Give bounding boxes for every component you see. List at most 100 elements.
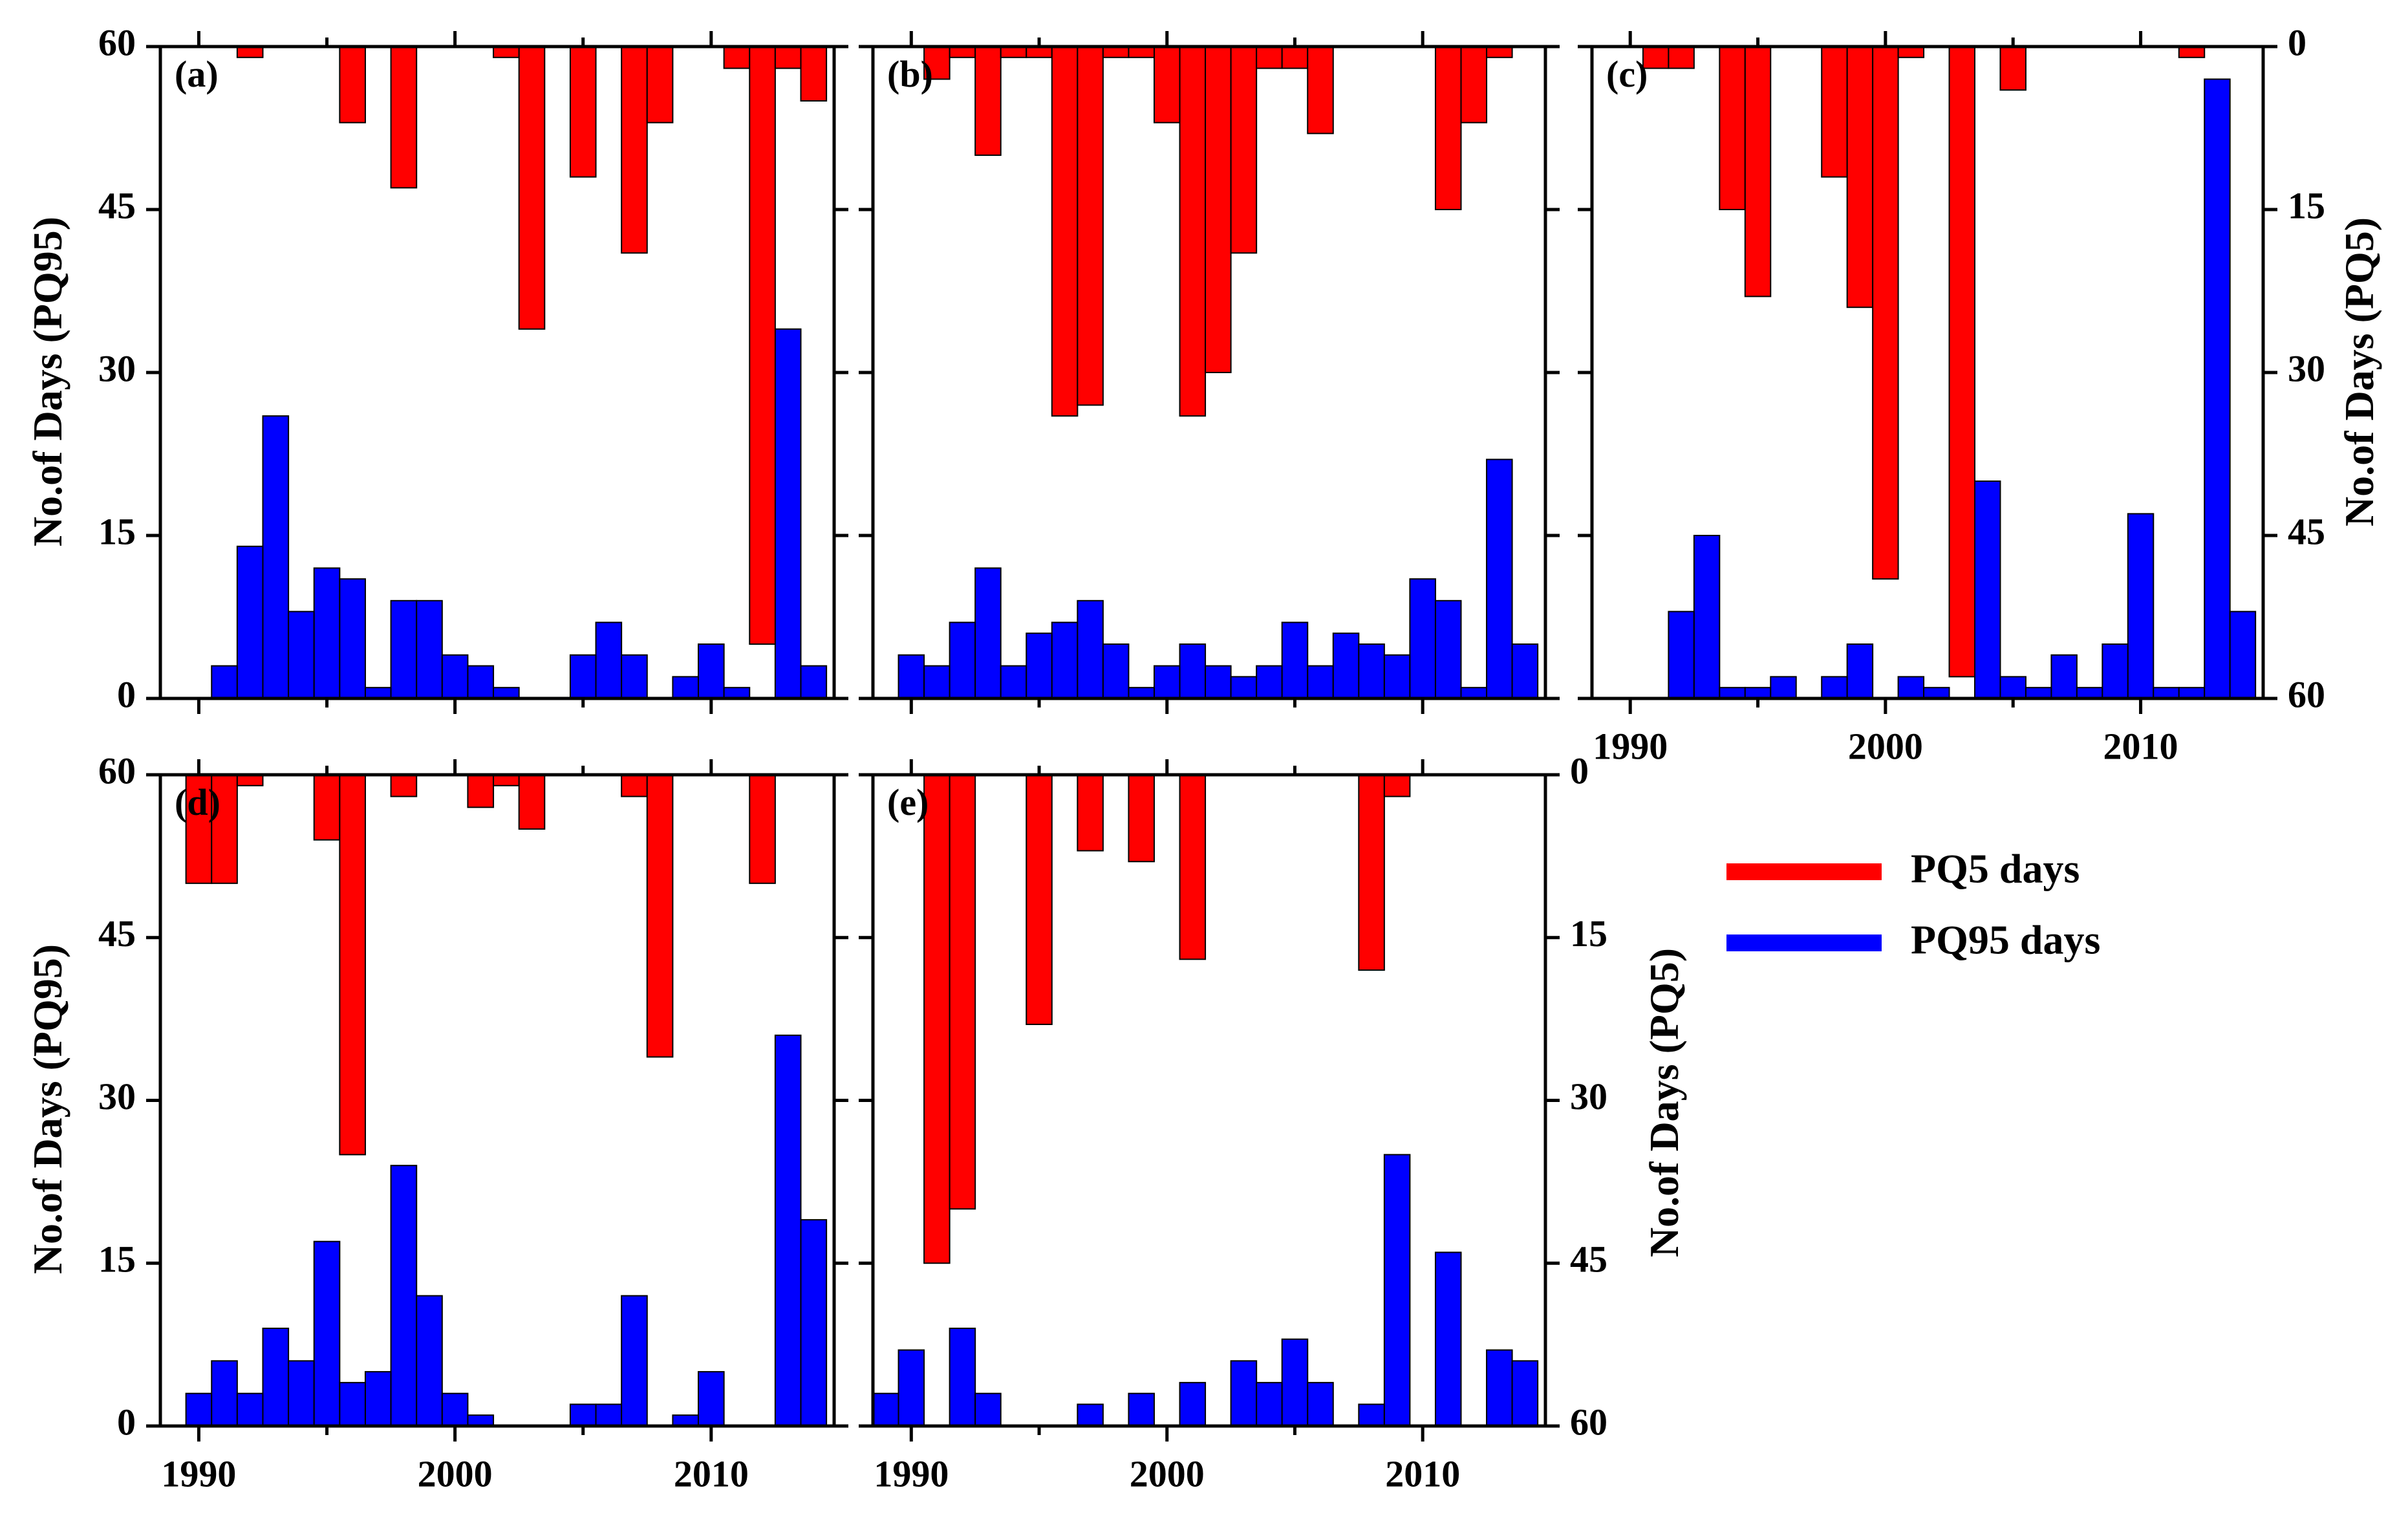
pq95-bar (1230, 1360, 1258, 1427)
pq95-bar (621, 1295, 648, 1427)
pq95-bar (1179, 1381, 1207, 1427)
left-axis-title-bottom: No.of Days (PQ95) (25, 944, 70, 1274)
pq5-bar (923, 774, 951, 1264)
pq95-bar (595, 1403, 623, 1427)
panel-label: (d) (175, 781, 220, 823)
panel-e: 0 15 30 45 60 1990 2000 2010 (e) (859, 750, 1607, 1495)
pq95-bar (1897, 676, 1925, 700)
pq95-bar (774, 328, 802, 699)
pq95-bar (898, 654, 925, 699)
panel-b: (b) (859, 31, 1560, 714)
pq5-bar (1668, 46, 1695, 69)
pq95-bar (949, 621, 976, 700)
pq95-bar (1205, 665, 1232, 699)
pq95-bar (1693, 535, 1721, 699)
pq95-bar (1383, 654, 1411, 699)
pq95-bar (1077, 1403, 1104, 1427)
pq95-bar (1179, 643, 1207, 699)
pq95-bar (774, 1034, 802, 1427)
pq95-bar (211, 1360, 238, 1427)
left-tick-label: 60 (98, 750, 136, 792)
pq5-bar (313, 774, 341, 841)
pq5-bar (1383, 774, 1411, 797)
pq95-bar (2153, 687, 2180, 699)
pq95-bar (390, 600, 418, 699)
pq5-bar (236, 774, 264, 786)
pq95-bar (2050, 654, 2078, 699)
left-axis-title-text: No.of Days (PQ95) (25, 944, 70, 1274)
right-tick-label: 15 (1570, 913, 1607, 955)
pq5-bar (1026, 774, 1053, 1026)
x-tick-label: 2010 (674, 1453, 749, 1495)
pq95-bar (2102, 643, 2129, 699)
pq95-bar (1511, 643, 1539, 699)
pq5-bar (1460, 46, 1488, 124)
pq95-bar (1846, 643, 1874, 699)
right-tick-label: 30 (2288, 347, 2325, 389)
right-tick-label: 60 (1570, 1401, 1607, 1443)
pq95-bar (1719, 687, 1746, 699)
x-tick-label: 1990 (874, 1453, 949, 1495)
pq5-bar (1051, 46, 1079, 417)
pq5-bar (1128, 46, 1155, 58)
pq5-bar (1307, 46, 1334, 135)
legend: PQ5 days PQ95 days (1726, 846, 2100, 963)
pq95-bar (621, 654, 648, 699)
pq95-bar (339, 1381, 366, 1427)
panel-c: 0 15 30 45 60 1990 2000 2010 (c) (1578, 21, 2325, 767)
pq95-bar (441, 654, 469, 699)
pq5-bar (1205, 46, 1232, 373)
pq95-bar (698, 643, 725, 699)
left-tick-label: 30 (98, 1075, 136, 1118)
pq95-bar (1281, 621, 1309, 700)
pq95-bar (1358, 1403, 1385, 1427)
pq95-bar (1923, 687, 1950, 699)
pq95-bar (211, 665, 238, 699)
pq95-bar (236, 1392, 264, 1427)
pq95-bar (493, 687, 520, 699)
right-axis-title-top: No.of Days (PQ5) (2336, 217, 2382, 526)
pq5-bar (1719, 46, 1746, 210)
pq95-bar (1821, 676, 1848, 700)
pq5-bar (749, 46, 776, 645)
pq95-bar (1486, 459, 1513, 700)
pq5-bar (621, 774, 648, 797)
right-axis-title-text: No.of Days (PQ5) (2336, 217, 2382, 526)
pq5-bar (1026, 46, 1053, 58)
pq5-bar (1486, 46, 1513, 58)
plot-frame (1590, 45, 2265, 700)
pq95-bar (1153, 665, 1181, 699)
pq95-bar (872, 1392, 899, 1427)
pq95-bar (1256, 665, 1283, 699)
pq95-bar (364, 1371, 392, 1427)
pq95-bar (185, 1392, 213, 1427)
pq5-bar (339, 46, 366, 124)
pq5-bar (2178, 46, 2206, 58)
pq5-bar (1948, 46, 1976, 678)
left-tick-label: 15 (98, 1238, 136, 1280)
pq95-bar (1974, 481, 2001, 699)
pq95-bar (288, 610, 315, 699)
pq95-bar (1128, 1392, 1155, 1427)
pq95-bar (1409, 578, 1436, 700)
legend-pq5-label: PQ5 days (1911, 846, 2080, 892)
left-tick-label: 15 (98, 510, 136, 552)
pq5-bar (339, 774, 366, 1156)
pq95-bar (236, 545, 264, 699)
pq5-bar (749, 774, 776, 884)
pq95-bar (467, 665, 495, 699)
pq95-bar (595, 621, 623, 700)
pq95-bar (698, 1371, 725, 1427)
pq5-bar (236, 46, 264, 58)
left-tick-label: 45 (98, 913, 136, 955)
x-tick-label: 2010 (1385, 1453, 1460, 1495)
pq5-bar (467, 774, 495, 808)
pq5-bar (1999, 46, 2026, 91)
pq95-bar (2229, 610, 2257, 699)
pq95-bar (1307, 665, 1334, 699)
pq95-bar (416, 600, 443, 699)
legend-pq95-label: PQ95 days (1911, 917, 2100, 963)
pq95-bar (1000, 665, 1027, 699)
left-tick-label: 45 (98, 184, 136, 226)
